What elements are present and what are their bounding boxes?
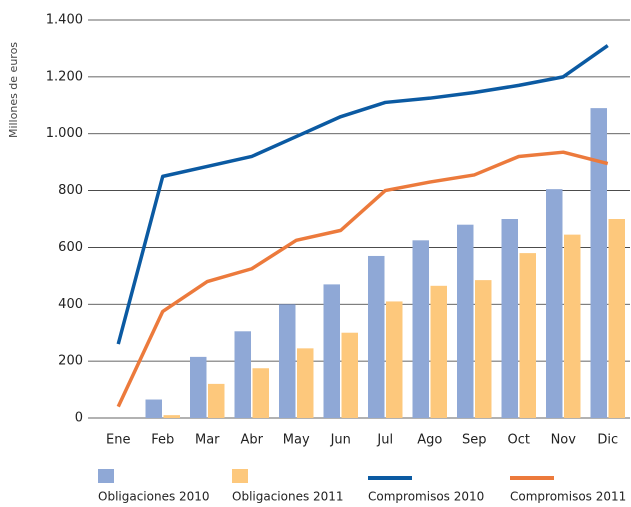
bar [590,108,607,418]
x-tick-label: Sep [462,433,487,448]
x-tick-label: May [283,433,310,448]
bar [501,219,518,418]
line [116,44,609,345]
legend-label: Obligaciones 2011 [232,490,344,504]
bar [386,301,403,418]
y-tick-label: 1.000 [46,126,83,141]
y-tick-label: 600 [58,240,83,255]
x-tick-label: Ene [106,433,130,448]
x-tick-label: Ago [417,433,442,448]
bar [190,356,207,418]
bar [163,415,180,418]
bar [208,383,225,418]
legend-swatch [98,469,114,483]
bar [457,224,474,418]
bar [608,219,625,418]
y-axis-label: Millones de euros [7,42,20,138]
x-tick-label: Mar [195,433,220,448]
legend-label: Obligaciones 2010 [98,490,210,504]
bar [145,399,162,418]
bar [279,304,296,418]
bar [519,253,536,418]
x-tick-label: Feb [151,433,174,448]
y-tick-label: 1.400 [46,13,83,28]
line [116,150,609,408]
bar [368,255,385,418]
bar [234,331,251,418]
x-tick-label: Jul [376,433,393,448]
y-tick-label: 800 [58,183,83,198]
bar [252,368,269,418]
bar [341,332,358,418]
x-tick-label: Abr [241,433,264,448]
bar [323,284,340,418]
legend-label: Compromisos 2010 [368,490,484,504]
legend-label: Compromisos 2011 [510,490,626,504]
bar [546,189,563,418]
y-tick-label: 400 [58,297,83,312]
x-tick-label: Nov [551,433,577,448]
y-tick-label: 200 [58,354,83,369]
bar [475,280,492,418]
x-tick-label: Oct [508,433,530,448]
x-tick-label: Jun [330,433,351,448]
legend-swatch [232,469,248,483]
bar [564,234,581,418]
bar [430,285,447,418]
y-tick-label: 0 [75,411,83,426]
bar [412,240,429,418]
x-tick-label: Dic [597,433,618,448]
y-tick-label: 1.200 [46,69,83,84]
bar [297,348,314,418]
